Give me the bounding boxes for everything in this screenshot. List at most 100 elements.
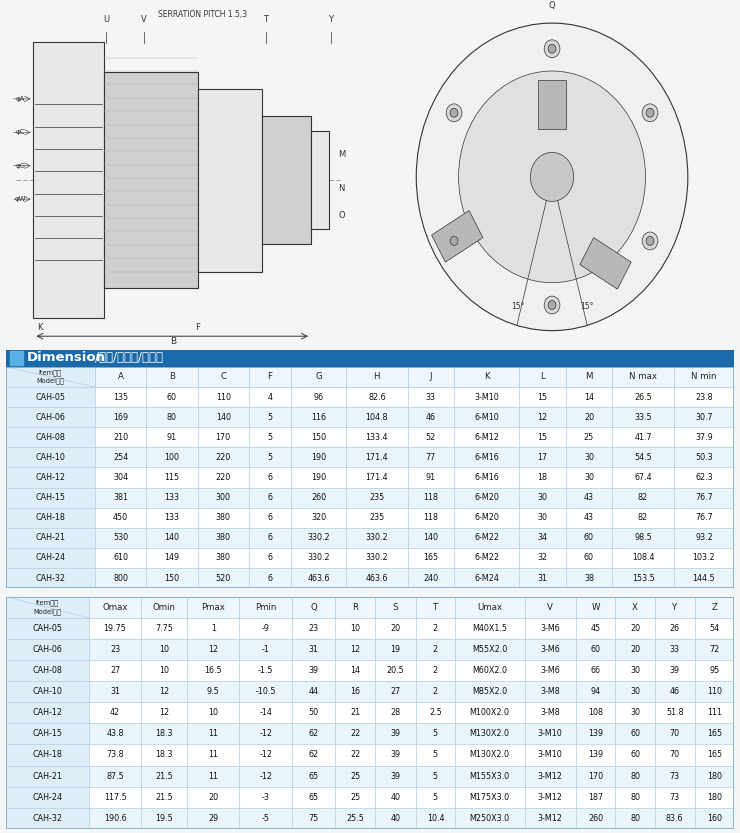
Text: 149: 149: [164, 553, 179, 562]
Text: M130X2.0: M130X2.0: [470, 730, 510, 738]
Text: 31: 31: [537, 574, 548, 582]
Bar: [695, 702, 734, 723]
Bar: [519, 548, 565, 568]
Bar: [565, 568, 612, 588]
Text: 37.9: 37.9: [695, 433, 713, 441]
Bar: [519, 487, 565, 507]
Bar: [612, 568, 674, 588]
Bar: [454, 596, 525, 618]
Text: 76.7: 76.7: [695, 493, 713, 502]
Bar: [674, 548, 734, 568]
Text: 52: 52: [425, 433, 436, 441]
Text: 80: 80: [630, 814, 640, 823]
Circle shape: [416, 23, 688, 331]
Bar: [292, 596, 335, 618]
Text: 33: 33: [426, 392, 436, 402]
Bar: [147, 427, 198, 447]
Text: M250X3.0: M250X3.0: [470, 814, 510, 823]
Bar: [695, 808, 734, 829]
Bar: [6, 681, 89, 702]
Text: G: G: [315, 372, 322, 382]
Text: 46: 46: [426, 412, 436, 421]
Bar: [612, 487, 674, 507]
Bar: [187, 723, 240, 745]
Bar: [417, 618, 454, 639]
Text: 135: 135: [113, 392, 128, 402]
Bar: [311, 131, 329, 229]
Text: 82.6: 82.6: [368, 392, 386, 402]
Text: 6-M16: 6-M16: [474, 453, 499, 461]
Bar: [6, 387, 95, 407]
Bar: [408, 387, 454, 407]
Circle shape: [646, 108, 654, 117]
Text: 11: 11: [209, 751, 218, 760]
Text: Model형식: Model형식: [36, 377, 64, 384]
Bar: [525, 745, 576, 766]
Bar: [240, 745, 292, 766]
Text: Q: Q: [549, 1, 555, 10]
Bar: [454, 528, 519, 548]
Bar: [519, 407, 565, 427]
Text: 72: 72: [709, 645, 719, 654]
Text: 220: 220: [215, 453, 231, 461]
Text: R: R: [352, 603, 358, 611]
Bar: [576, 723, 616, 745]
Bar: [95, 487, 147, 507]
Text: 6: 6: [268, 533, 272, 542]
Text: 30: 30: [584, 453, 594, 461]
Text: 62: 62: [309, 730, 319, 738]
Bar: [616, 786, 655, 808]
Circle shape: [642, 104, 658, 122]
Bar: [335, 702, 374, 723]
Bar: [576, 766, 616, 786]
Text: V: V: [141, 15, 147, 24]
Bar: [674, 387, 734, 407]
Bar: [417, 681, 454, 702]
Text: M100X2.0: M100X2.0: [470, 708, 510, 717]
Bar: [147, 387, 198, 407]
Text: 27: 27: [110, 666, 120, 675]
Bar: [335, 745, 374, 766]
Bar: [454, 487, 519, 507]
Text: CAH-12: CAH-12: [33, 708, 62, 717]
Text: 304: 304: [113, 473, 128, 482]
Bar: [525, 681, 576, 702]
Bar: [576, 618, 616, 639]
Bar: [454, 467, 519, 487]
Text: L: L: [540, 372, 545, 382]
Text: 95: 95: [709, 666, 719, 675]
Bar: [655, 702, 695, 723]
Bar: [519, 528, 565, 548]
Bar: [187, 618, 240, 639]
Circle shape: [450, 108, 458, 117]
Bar: [374, 596, 417, 618]
Text: CAH-24: CAH-24: [36, 553, 65, 562]
Bar: [519, 387, 565, 407]
Bar: [249, 387, 292, 407]
Bar: [612, 367, 674, 387]
Bar: [6, 723, 89, 745]
Bar: [346, 548, 408, 568]
Text: 463.6: 463.6: [307, 574, 330, 582]
Bar: [95, 407, 147, 427]
Text: B: B: [169, 372, 175, 382]
Circle shape: [642, 232, 658, 250]
Bar: [525, 596, 576, 618]
Bar: [519, 507, 565, 528]
Bar: [408, 507, 454, 528]
Text: 2: 2: [433, 624, 438, 633]
Text: 38: 38: [584, 574, 594, 582]
Bar: [141, 639, 187, 660]
Text: 220: 220: [215, 473, 231, 482]
Bar: [374, 681, 417, 702]
Text: 82: 82: [638, 513, 648, 522]
Bar: [249, 528, 292, 548]
Bar: [612, 427, 674, 447]
Text: CAH-21: CAH-21: [33, 771, 62, 781]
Text: 2: 2: [433, 687, 438, 696]
Bar: [335, 660, 374, 681]
Bar: [89, 618, 141, 639]
Bar: [612, 387, 674, 407]
Bar: [408, 427, 454, 447]
Bar: [454, 723, 525, 745]
